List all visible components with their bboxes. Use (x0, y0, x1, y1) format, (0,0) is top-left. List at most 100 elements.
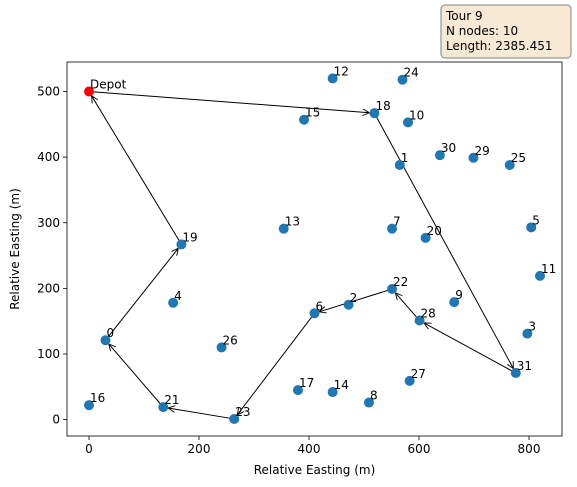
node-marker-21 (158, 402, 169, 413)
node-marker-13 (278, 223, 289, 234)
plot-area (67, 62, 562, 436)
tour-edges (88, 91, 517, 420)
tour-nodes (84, 73, 545, 424)
node-label-2: 2 (350, 291, 358, 305)
x-tick-label-800: 800 (518, 442, 541, 456)
node-marker-2 (343, 299, 354, 310)
y-axis-label: Relative Easting (m) (8, 188, 22, 310)
node-label-12: 12 (334, 64, 349, 78)
y-tick-label-500: 500 (37, 85, 60, 99)
node-label-9: 9 (455, 288, 463, 302)
node-marker-30 (434, 150, 445, 161)
node-marker-1 (394, 160, 405, 171)
node-label-5: 5 (532, 213, 540, 227)
node-label-25: 25 (511, 151, 526, 165)
node-marker-15 (299, 114, 310, 125)
node-marker-31 (510, 368, 521, 379)
node-marker-4 (168, 297, 179, 308)
node-marker-25 (504, 160, 515, 171)
node-label-7: 7 (393, 215, 401, 229)
y-tick-label-300: 300 (37, 216, 60, 230)
node-marker-17 (293, 385, 303, 396)
node-label-18: 18 (375, 99, 390, 113)
node-label-20: 20 (427, 224, 442, 238)
node-marker-19 (176, 239, 187, 250)
node-marker-6 (309, 308, 320, 319)
tour-edge-28-to-22 (395, 293, 420, 321)
y-tick-label-0: 0 (52, 413, 60, 427)
node-label-28: 28 (421, 307, 436, 321)
x-tick-label-600: 600 (408, 442, 431, 456)
node-label-26: 26 (223, 333, 238, 347)
node-label-11: 11 (541, 262, 556, 276)
node-label-14: 14 (334, 378, 349, 392)
tour-edge-23-to-21 (168, 408, 235, 420)
node-marker-18 (369, 108, 380, 119)
node-marker-8 (363, 397, 374, 408)
x-axis-label: Relative Easting (m) (254, 463, 376, 477)
depot-marker (84, 86, 94, 97)
node-marker-20 (420, 232, 431, 243)
node-marker-28 (414, 315, 425, 326)
x-tick-label-200: 200 (188, 442, 211, 456)
depot-label: Depot (90, 78, 127, 92)
node-marker-27 (404, 375, 415, 386)
node-marker-14 (327, 387, 338, 398)
y-tick-label-400: 400 (37, 150, 60, 164)
node-marker-12 (327, 73, 338, 84)
node-label-4: 4 (174, 289, 182, 303)
node-label-22: 22 (393, 275, 408, 289)
tour-edge-21-to-0 (109, 344, 164, 408)
info-box-line-nodes: N nodes: 10 (446, 24, 518, 38)
node-label-21: 21 (164, 393, 179, 407)
node-label-6: 6 (316, 299, 324, 313)
node-label-17: 17 (299, 376, 314, 390)
x-tick-label-400: 400 (298, 442, 321, 456)
node-label-24: 24 (404, 66, 419, 80)
node-label-31: 31 (517, 359, 532, 373)
node-marker-23 (229, 413, 240, 424)
node-marker-26 (216, 342, 227, 353)
node-marker-24 (397, 74, 408, 85)
info-box-line-length: Length: 2385.451 (446, 39, 553, 53)
axes-frame (66, 61, 563, 437)
node-marker-9 (449, 297, 460, 308)
tour-edge-0-to-19 (105, 248, 179, 341)
node-marker-0 (100, 335, 111, 346)
x-tick-label-0: 0 (85, 442, 93, 456)
node-label-0: 0 (107, 326, 115, 340)
node-label-30: 30 (441, 141, 456, 155)
node-label-8: 8 (370, 389, 378, 403)
info-box-line-tour: Tour 9 (445, 9, 483, 23)
node-label-16: 16 (90, 391, 105, 405)
node-label-19: 19 (182, 230, 197, 244)
node-label-29: 29 (474, 144, 489, 158)
node-marker-22 (387, 284, 398, 295)
node-marker-16 (84, 400, 94, 411)
node-label-15: 15 (305, 106, 320, 120)
tour-edge-18-to-31 (374, 112, 513, 368)
x-axis-ticks: 0 200 400 600 800 (85, 436, 540, 456)
node-marker-3 (522, 328, 533, 339)
node-marker-7 (387, 223, 398, 234)
node-marker-10 (403, 117, 413, 128)
node-label-13: 13 (285, 215, 300, 229)
node-label-23: 23 (235, 405, 250, 419)
node-marker-11 (535, 270, 545, 281)
y-tick-label-100: 100 (37, 347, 60, 361)
tour-edge-6-to-23 (237, 312, 315, 415)
node-label-1: 1 (401, 151, 409, 165)
node-marker-29 (468, 152, 479, 163)
node-label-27: 27 (411, 367, 426, 381)
tour-edge-22-to-6 (319, 288, 393, 312)
node-label-3: 3 (528, 320, 536, 334)
info-box-background (440, 4, 572, 59)
y-tick-label-200: 200 (37, 281, 60, 295)
tour-info-box: Tour 9 N nodes: 10 Length: 2385.451 (440, 4, 572, 59)
node-marker-5 (526, 222, 537, 233)
node-label-10: 10 (409, 108, 424, 122)
tour-edge-depot-to-18 (88, 91, 369, 113)
tour-edge-19-to-depot (92, 96, 182, 245)
